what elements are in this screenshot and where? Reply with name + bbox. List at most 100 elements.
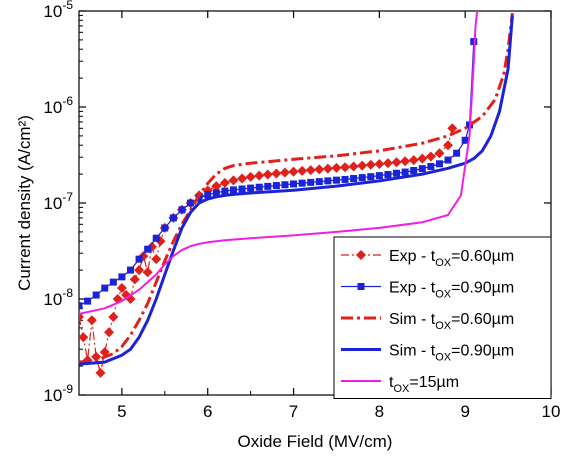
data-point [350,174,358,182]
data-point [101,284,109,292]
data-point [169,214,177,222]
x-tick-label: 6 [203,402,212,421]
data-point [279,167,290,178]
legend-item: Exp - tOX=0.60µm [341,248,514,269]
x-tick-label: 5 [117,402,126,421]
data-point [135,255,143,263]
data-point [358,174,366,182]
data-point [161,224,169,232]
data-point [401,168,409,176]
data-point [92,291,100,299]
legend-label: Exp - tOX=0.90µm [389,280,514,301]
data-point [245,171,256,182]
legend-marker [356,250,366,260]
data-point [247,184,255,192]
data-point [142,267,153,278]
data-point [391,157,402,168]
data-point [348,161,359,172]
data-point [288,166,299,177]
y-tick-label: 10-9 [43,382,73,405]
x-axis-label: Oxide Field (MV/cm) [238,432,393,451]
data-point [237,173,248,184]
data-point [367,173,375,181]
x-tick-label: 8 [375,402,384,421]
series-layer [79,11,514,378]
data-point [453,149,461,157]
data-point [297,165,308,176]
data-point [91,351,102,362]
data-point [425,151,436,162]
data-point [229,186,237,194]
x-tick-label: 10 [542,402,561,421]
data-point [104,327,115,338]
data-point [116,283,127,294]
legend-item: Sim - tOX=0.60µm [341,311,514,332]
series-line [79,15,514,366]
data-point [281,181,289,189]
data-point [212,189,220,197]
data-point [144,245,152,253]
x-tick-label: 7 [289,402,298,421]
data-point [195,194,203,202]
data-point [187,199,195,207]
data-point [374,158,385,169]
data-point [228,175,239,186]
data-point [444,156,452,164]
data-point [95,367,106,378]
data-point [324,177,332,185]
data-point [221,187,229,195]
data-point [341,175,349,183]
data-point [79,302,83,310]
data-point [86,315,97,326]
legend-label: Sim - tOX=0.60µm [389,311,514,332]
data-point [332,176,340,184]
data-point [238,185,246,193]
data-point [79,332,89,343]
data-point [365,159,376,170]
legend-item: Exp - tOX=0.90µm [341,280,514,301]
data-point [129,274,140,285]
data-point [108,311,119,322]
data-point [264,182,272,190]
data-point [382,158,393,169]
data-point [272,182,280,190]
data-point [340,162,351,173]
data-point [461,136,469,144]
data-point [435,160,443,168]
data-point [211,181,222,192]
data-point [447,123,458,134]
data-point [298,179,306,187]
legend-label: tOX=15µm [389,374,459,395]
data-point [384,171,392,179]
y-tick-label: 10-6 [43,94,73,117]
data-point [307,178,315,186]
data-point [178,206,186,214]
data-point [400,156,411,167]
data-point [375,172,383,180]
data-point [357,160,368,171]
legend: Exp - tOX=0.60µm Exp - tOX=0.90µm Sim - tO… [333,236,552,399]
data-point [443,140,454,151]
y-tick-label: 10-8 [43,286,73,309]
data-point [315,178,323,186]
legend-item: tOX=15µm [341,374,459,395]
data-point [271,168,282,179]
series-2 [79,38,478,310]
data-point [290,180,298,188]
data-point [417,153,428,164]
data-point [410,167,418,175]
data-point [219,177,230,188]
y-axis-label: Current density (A/cm²) [15,115,34,291]
legend-label: Sim - tOX=0.90µm [389,343,514,364]
data-point [262,169,273,180]
series-5 [79,11,479,315]
series-line [79,11,479,315]
data-point [118,273,126,281]
series-4 [79,15,514,366]
y-tick-label: 10-7 [43,190,73,213]
legend-item: Sim - tOX=0.90µm [341,343,514,364]
data-point [331,162,342,173]
data-point [204,191,212,199]
data-point [434,148,445,159]
